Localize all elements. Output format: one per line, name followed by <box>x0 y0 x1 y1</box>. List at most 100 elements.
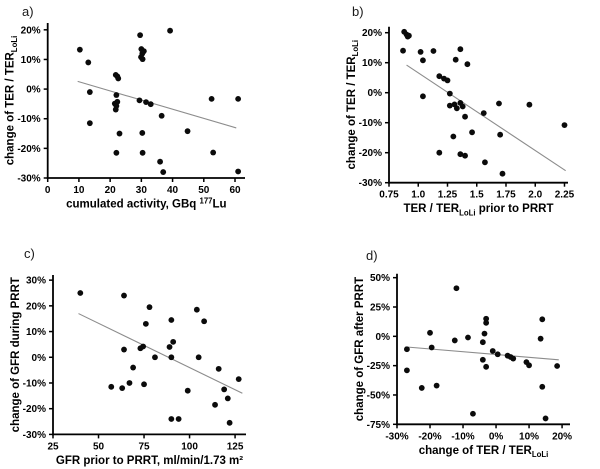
data-point <box>483 363 490 370</box>
data-point <box>418 385 425 391</box>
data-point <box>195 354 202 361</box>
data-point <box>420 93 426 100</box>
data-point <box>226 419 233 426</box>
x-tick-label: 60 <box>229 185 241 196</box>
y-tick-label: 0% <box>32 353 47 364</box>
data-point <box>496 100 502 107</box>
data-point <box>542 415 549 422</box>
data-point <box>113 149 120 156</box>
x-axis-label: GFR prior to PRRT, ml/min/1.73 m² <box>56 455 243 467</box>
y-tick-label: 25% <box>370 302 390 313</box>
data-point <box>235 376 242 383</box>
data-point <box>108 383 115 390</box>
y-tick-label: -20% <box>23 404 46 415</box>
panel-d: -30% -20% -10% 0% 10% 20% 50% 25% 0% -25% -50% -75%… <box>300 235 600 469</box>
x-tick-label: 1.0 <box>411 190 425 201</box>
panel-c: 25 50 75 100 125 30% 20% 10% 0% -10% -20% -30% GFR p… <box>0 235 300 469</box>
data-point <box>417 49 424 55</box>
y-tick-label: 10% <box>21 55 41 66</box>
y-tick-label: -10% <box>23 378 46 389</box>
data-point <box>462 113 468 120</box>
data-point <box>526 101 533 108</box>
x-tick-label: 10 <box>73 185 85 196</box>
data-point <box>430 48 437 54</box>
data-point <box>405 32 412 39</box>
data-point <box>235 168 242 175</box>
data-point <box>136 97 143 104</box>
data-point <box>139 149 146 156</box>
y-tick-label: 10% <box>26 327 46 338</box>
data-point <box>510 355 517 362</box>
data-point <box>166 344 173 350</box>
panel-label-c: c) <box>24 246 35 261</box>
data-point <box>201 318 208 325</box>
y-tick-label: -30% <box>17 174 40 185</box>
data-point <box>481 330 488 337</box>
x-tick-label: -10% <box>451 431 474 442</box>
data-point <box>446 102 453 109</box>
y-axis-label: change of TER / TERLoLi <box>346 40 360 170</box>
data-point <box>137 32 144 39</box>
data-point <box>457 46 464 53</box>
data-point <box>170 338 177 345</box>
data-point <box>184 128 191 135</box>
y-axis-label: change of TER / TERLoLi <box>5 36 19 166</box>
data-point <box>140 343 147 350</box>
y-tick-label: -30% <box>23 430 46 441</box>
y-tick-label: 20% <box>362 28 382 39</box>
data-point <box>526 362 532 369</box>
data-point <box>404 346 410 353</box>
x-axis-label: cumulated activity, GBq 177Lu <box>66 197 226 211</box>
data-point <box>221 386 228 393</box>
scatter-plot-c: 25 50 75 100 125 30% 20% 10% 0% -10% -20% -30% GFR p… <box>10 275 246 467</box>
scatter-plot-a: 0 10 20 30 40 50 60 20% 10% 0% -10% -20% -30% cumulat… <box>5 23 245 211</box>
data-point <box>86 89 93 95</box>
y-tick-label: -20% <box>359 148 382 159</box>
y-tick-label: -75% <box>367 420 390 431</box>
data-point <box>483 315 490 322</box>
trend-line <box>78 313 243 394</box>
data-point <box>480 110 487 116</box>
data-point <box>452 56 459 63</box>
data-point <box>436 149 443 156</box>
data-point <box>158 112 165 119</box>
data-point <box>167 27 173 34</box>
panel-label-d: d) <box>366 248 378 263</box>
x-tick-label: 20% <box>552 431 572 442</box>
data-point <box>469 129 475 136</box>
data-point <box>115 75 122 82</box>
data-point <box>113 92 120 98</box>
x-tick-label: 75 <box>138 441 150 452</box>
x-tick-label: 1.5 <box>470 190 484 201</box>
data-point <box>497 131 504 138</box>
data-point <box>479 339 486 346</box>
x-tick-label: 2.25 <box>555 190 575 201</box>
data-point <box>428 344 435 351</box>
x-tick-label: -20% <box>418 431 441 442</box>
data-point <box>499 170 506 177</box>
data-point <box>537 335 544 342</box>
x-tick-label: 50 <box>198 185 210 196</box>
y-tick-label: 50% <box>370 273 390 284</box>
x-tick-label: 40 <box>167 185 179 196</box>
y-tick-label: -10% <box>359 118 382 129</box>
x-axis-label: TER / TERLoLi prior to PRRT <box>403 203 553 217</box>
data-point <box>130 364 137 371</box>
y-tick-label: -10% <box>17 114 40 125</box>
data-point <box>147 101 154 108</box>
x-tick-label: 50 <box>93 441 105 452</box>
data-point <box>126 380 133 386</box>
data-point <box>479 356 486 363</box>
data-point <box>212 401 218 408</box>
scatter-plot-b: 0.75 1.0 1.25 1.5 1.75 2.0 2.25 20% 10% 0% -10% -20… <box>346 26 575 217</box>
data-point <box>112 106 119 113</box>
data-point <box>168 416 175 422</box>
y-tick-label: -20% <box>17 144 40 155</box>
y-tick-label: 0% <box>26 85 41 96</box>
y-tick-label: 0% <box>376 332 391 343</box>
data-point <box>462 152 468 159</box>
data-point <box>142 320 149 327</box>
data-point <box>119 385 126 392</box>
data-point <box>482 159 488 166</box>
